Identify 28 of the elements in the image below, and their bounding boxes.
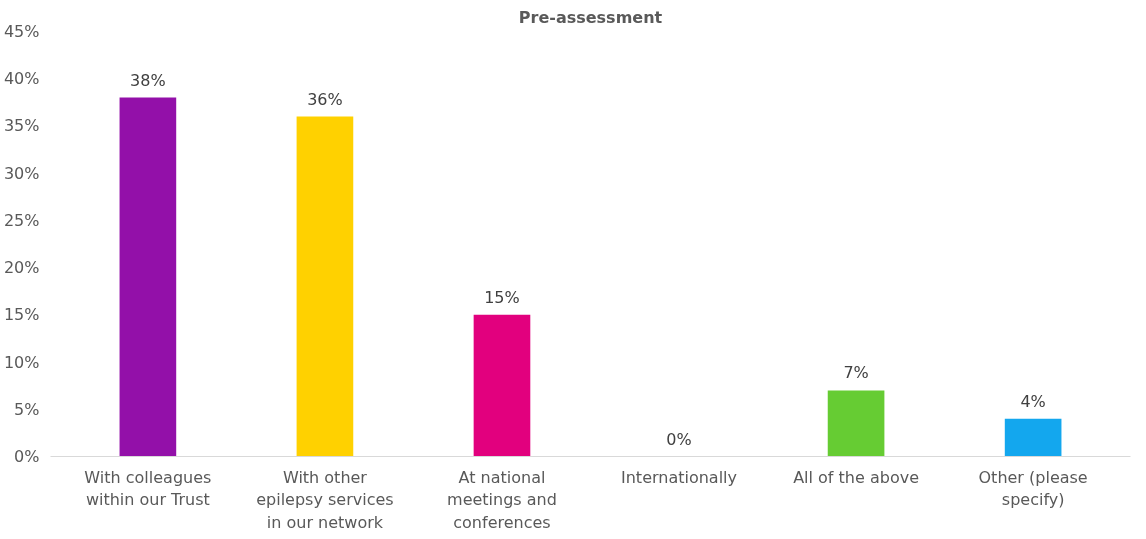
y-tick-label: 20% <box>3 258 40 278</box>
data-label: 4% <box>1020 391 1046 411</box>
bar <box>119 97 177 457</box>
x-tick-label: With colleagues within our Trust <box>84 467 212 510</box>
y-tick-label: 10% <box>3 352 40 372</box>
data-label: 15% <box>484 287 520 307</box>
y-tick-label: 35% <box>3 116 40 136</box>
y-tick-label: 0% <box>14 447 40 466</box>
chart-title: Pre-assessment <box>518 7 663 27</box>
bar <box>1004 418 1062 457</box>
y-tick-label: 5% <box>14 399 40 419</box>
x-tick-label: All of the above <box>793 467 919 487</box>
bar <box>296 116 354 457</box>
x-tick-label: Other (please specify) <box>978 467 1088 510</box>
y-tick-label: 30% <box>3 163 40 183</box>
data-label: 0% <box>666 429 692 449</box>
x-tick-label: Internationally <box>621 467 738 487</box>
data-label: 7% <box>843 363 869 383</box>
y-tick-label: 40% <box>3 69 40 89</box>
x-tick-label: With other epilepsy services in our network <box>256 467 394 533</box>
bar <box>473 314 531 457</box>
data-label: 36% <box>307 89 343 109</box>
y-tick-label: 15% <box>3 305 40 325</box>
data-label: 38% <box>130 70 166 90</box>
y-tick-label: 25% <box>3 210 40 230</box>
bar <box>827 390 885 457</box>
y-tick-label: 45% <box>3 22 40 41</box>
x-tick-label: At national meetings and conferences <box>447 467 557 533</box>
